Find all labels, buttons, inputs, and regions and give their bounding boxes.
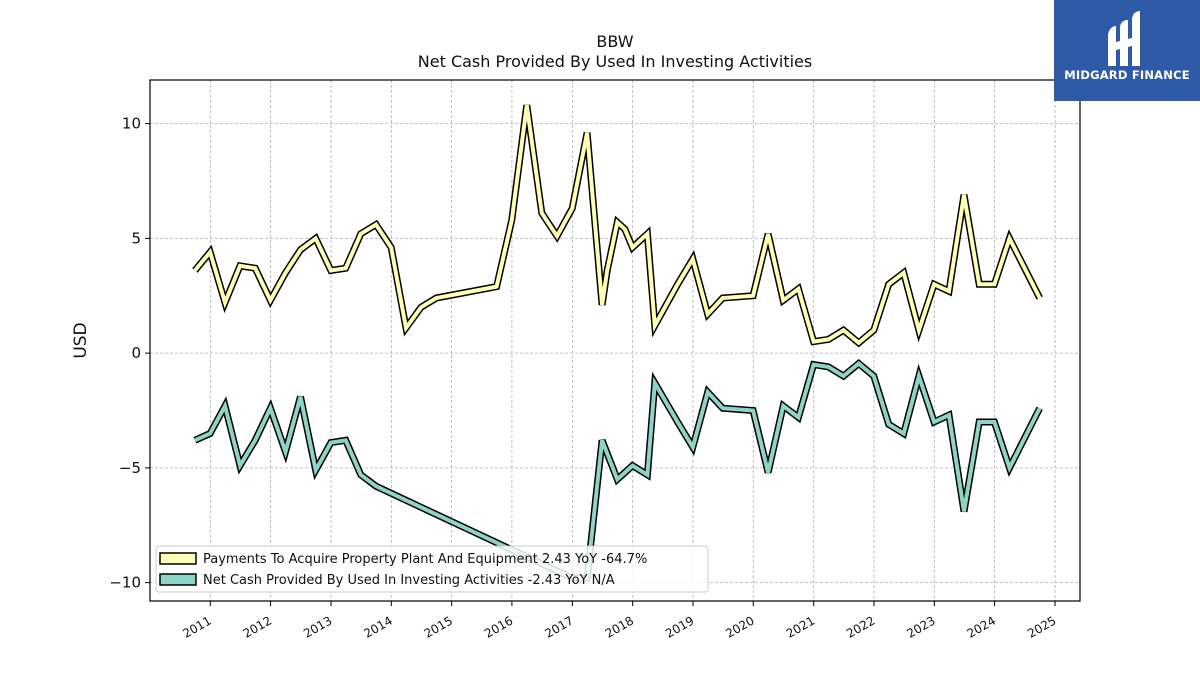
series-line-1 <box>194 360 1042 580</box>
legend-swatch-1 <box>159 573 197 586</box>
y-tick-label: −5 <box>119 459 141 477</box>
y-tick-label: 0 <box>131 344 141 362</box>
legend-box <box>155 545 709 593</box>
x-tick-label: 2013 <box>301 613 334 640</box>
legend: Payments To Acquire Property Plant And E… <box>155 545 709 593</box>
plot-frame <box>149 79 1081 602</box>
legend-swatch-0 <box>159 552 197 565</box>
x-tick-label: 2025 <box>1025 613 1058 640</box>
chart-subtitle: Net Cash Provided By Used In Investing A… <box>417 52 813 71</box>
chart-title: BBW <box>596 32 634 51</box>
x-tick-label: 2012 <box>241 613 274 640</box>
x-tick-label: 2023 <box>904 613 937 640</box>
legend-label-1: Net Cash Provided By Used In Investing A… <box>203 573 615 588</box>
x-tick-label: 2018 <box>603 613 636 640</box>
brand-logo: MIDGARD FINANCE <box>1054 0 1200 101</box>
y-tick-label: 10 <box>122 115 141 133</box>
x-tick-label: 2014 <box>361 613 394 640</box>
legend-label-0: Payments To Acquire Property Plant And E… <box>203 552 647 567</box>
x-tick-label: 2011 <box>180 613 213 640</box>
x-tick-label: 2020 <box>723 613 756 640</box>
y-tick-label: −10 <box>109 574 141 592</box>
y-axis-label: USD <box>71 322 91 358</box>
x-tick-label: 2022 <box>844 613 877 640</box>
x-tick-label: 2024 <box>965 613 998 640</box>
y-tick-label: 5 <box>131 229 141 247</box>
x-tick-label: 2021 <box>784 613 817 640</box>
x-tick-label: 2016 <box>482 613 515 640</box>
x-tick-label: 2017 <box>542 613 575 640</box>
midgard-logo-icon <box>1108 11 1140 66</box>
brand-name: MIDGARD FINANCE <box>1064 68 1190 82</box>
series-line-0 <box>193 104 1042 346</box>
x-tick-label: 2015 <box>422 613 455 640</box>
x-tick-label: 2019 <box>663 613 696 640</box>
